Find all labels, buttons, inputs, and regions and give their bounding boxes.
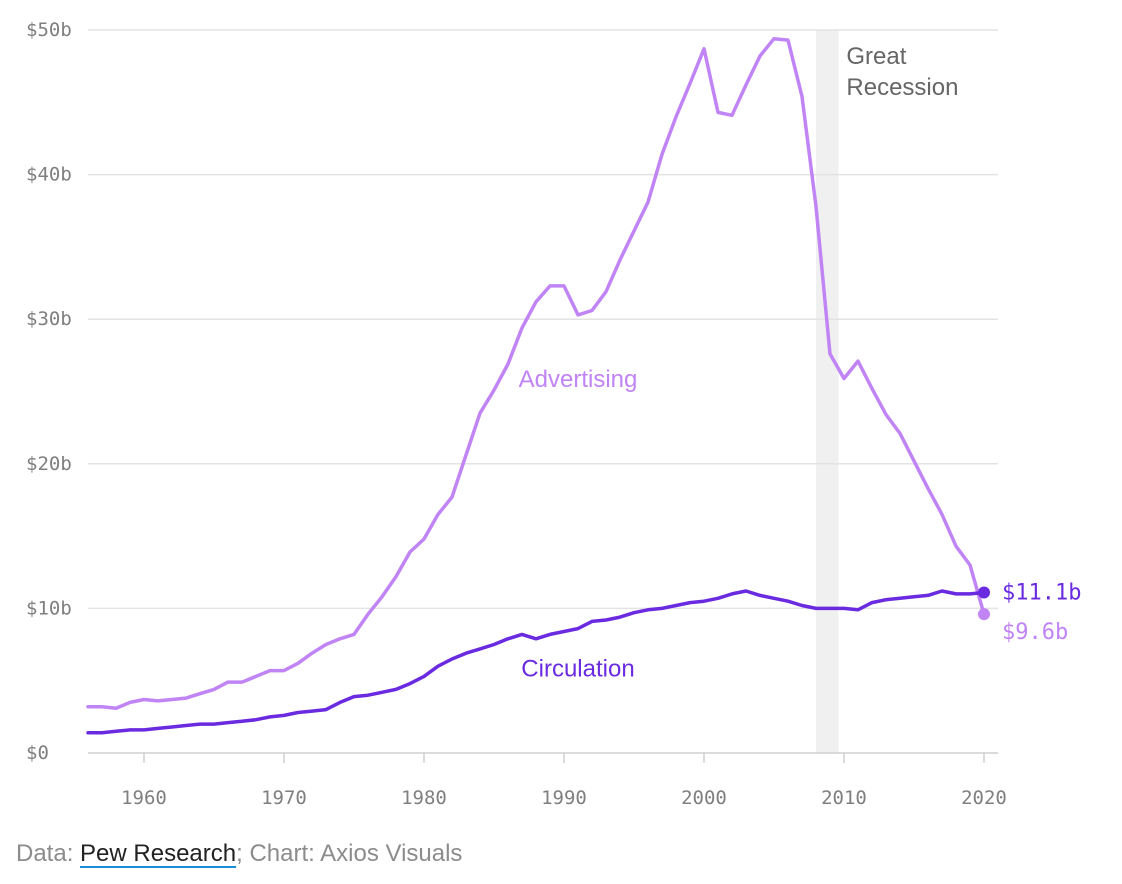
x-tick-label: 1990 [541,787,587,809]
recession-label: Recession [846,74,958,101]
end-label-circulation: $11.1b [1002,580,1081,605]
y-tick-label: $30b [26,308,72,330]
x-tick-label: 2010 [821,787,867,809]
recession-label: Great [846,43,906,70]
x-tick-label: 1960 [121,787,167,809]
series-line-advertising [86,36,986,710]
source-prefix: Data: [16,840,81,867]
y-tick-label: $40b [26,164,72,186]
x-tick-label: 2000 [681,787,727,809]
end-point-advertising [978,608,990,621]
series-line-circulation [86,589,986,735]
source-link[interactable]: Pew Research [80,840,237,867]
y-tick-label: $50b [26,19,72,41]
line-chart: $0 $10b $20b $30b $40b $50b 1960 1970 1980 1990 20… [26,19,1081,809]
y-tick-label: $0 [26,742,49,764]
y-tick-label: $10b [26,597,72,619]
source-note: Data: Pew Research; Chart: Axios Visuals [16,840,462,868]
source-suffix: ; Chart: Axios Visuals [236,840,463,867]
end-point-circulation [978,586,990,599]
series-label-advertising: Advertising [519,366,638,393]
x-tick-label: 1970 [261,787,307,809]
end-label-advertising: $9.6b [1002,620,1068,645]
y-tick-label: $20b [26,453,72,475]
x-tick-label: 2020 [961,787,1007,809]
x-tick-label: 1980 [401,787,447,809]
recession-band [816,30,839,753]
series-label-circulation: Circulation [521,655,634,682]
